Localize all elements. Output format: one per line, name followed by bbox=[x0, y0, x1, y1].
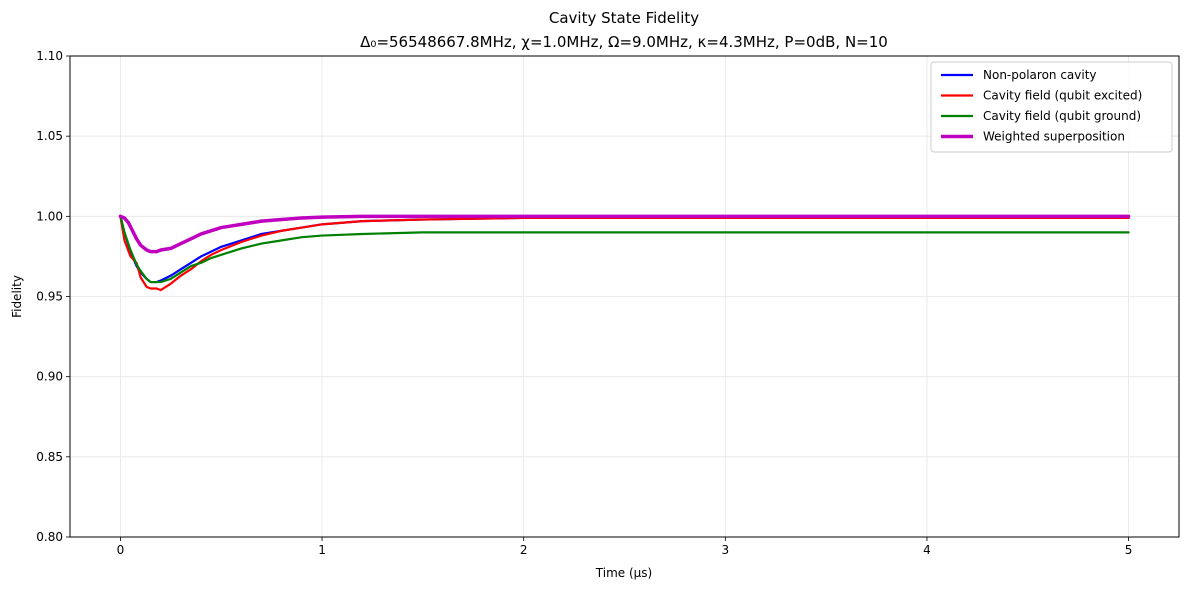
y-tick-label: 0.85 bbox=[36, 450, 63, 464]
series-lines bbox=[118, 214, 1131, 292]
x-tick-label: 0 bbox=[117, 543, 125, 557]
y-tick-label: 0.80 bbox=[36, 530, 63, 544]
x-tick-label: 4 bbox=[923, 543, 931, 557]
legend-box bbox=[930, 61, 1173, 153]
x-axis-ticks: 0 1 2 3 4 5 bbox=[117, 537, 1133, 557]
x-tick-label: 5 bbox=[1125, 543, 1133, 557]
x-tick-label: 3 bbox=[721, 543, 729, 557]
chart-title: Cavity State Fidelity bbox=[549, 9, 699, 27]
y-axis-label: Fidelity bbox=[10, 275, 24, 318]
x-axis-label: Time (μs) bbox=[595, 566, 652, 580]
series-line-3 bbox=[119, 215, 1130, 284]
series-line-2 bbox=[119, 215, 1130, 292]
legend-label: Cavity field (qubit excited) bbox=[983, 89, 1142, 103]
chart-subtitle: Δ₀=56548667.8MHz, χ=1.0MHz, Ω=9.0MHz, κ=… bbox=[360, 33, 888, 51]
legend-label: Cavity field (qubit ground) bbox=[983, 109, 1141, 123]
legend: Non-polaron cavity Cavity field (qubit ex… bbox=[930, 61, 1173, 153]
legend-item: Cavity field (qubit excited) bbox=[941, 89, 1142, 103]
legend-label: Non-polaron cavity bbox=[983, 68, 1097, 82]
series-line-4 bbox=[118, 214, 1131, 254]
legend-item: Non-polaron cavity bbox=[941, 68, 1097, 82]
y-tick-label: 1.10 bbox=[36, 49, 63, 63]
x-tick-label: 2 bbox=[520, 543, 528, 557]
x-tick-label: 1 bbox=[318, 543, 326, 557]
y-tick-label: 0.95 bbox=[36, 290, 63, 304]
y-tick-label: 1.00 bbox=[36, 209, 63, 223]
legend-label: Weighted superposition bbox=[983, 130, 1125, 144]
y-tick-label: 0.90 bbox=[36, 370, 63, 384]
y-tick-label: 1.05 bbox=[36, 129, 63, 143]
legend-item: Cavity field (qubit ground) bbox=[941, 109, 1141, 123]
series-line-1 bbox=[119, 215, 1130, 284]
y-axis-ticks: 0.80 0.85 0.90 0.95 1.00 1.05 1.10 bbox=[36, 49, 70, 544]
legend-item: Weighted superposition bbox=[941, 130, 1125, 144]
